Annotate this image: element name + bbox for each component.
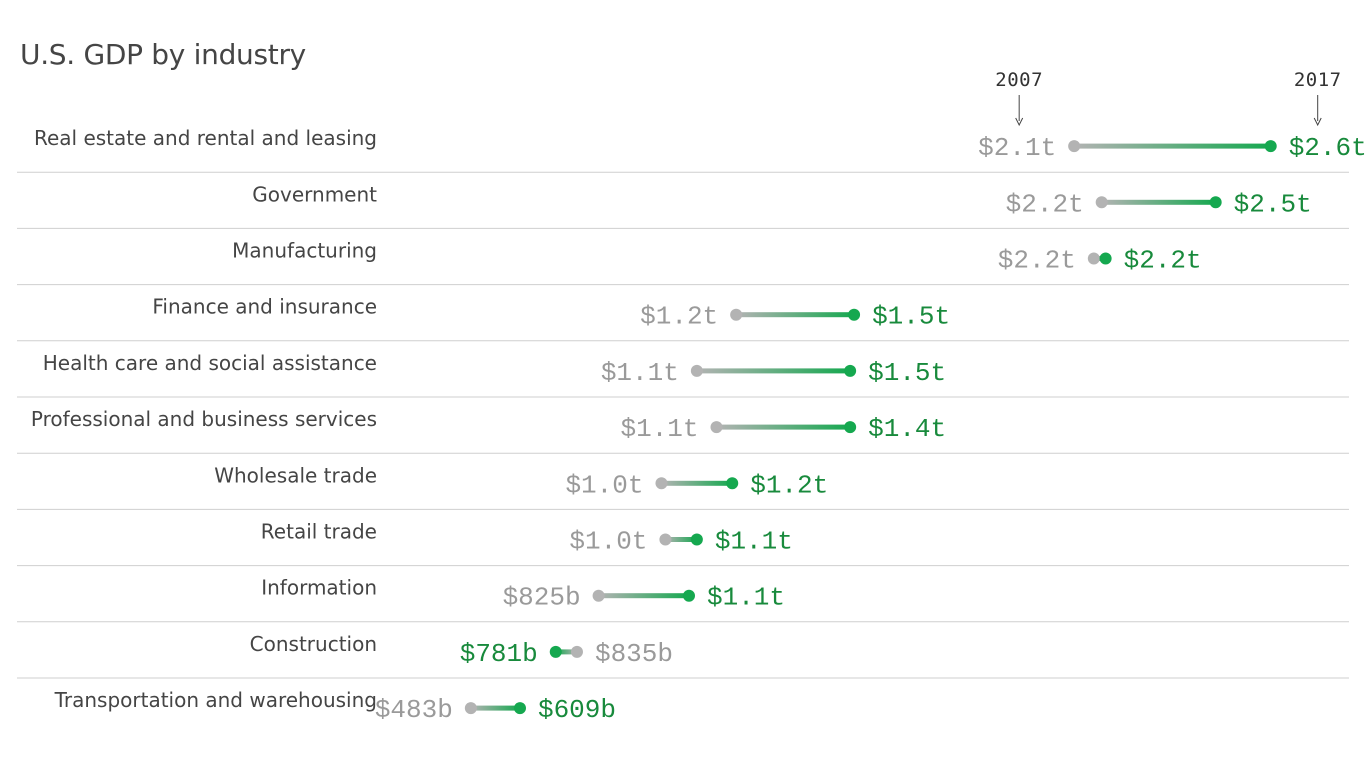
row-label-wholesale-trade: Wholesale trade [214,463,377,487]
value-2017-professional-and-business-services: $1.4t [868,414,946,444]
range-bar-retail-trade [665,537,697,542]
dot-2007-wholesale-trade [655,477,668,490]
value-2007-finance-and-insurance: $1.2t [640,302,718,332]
range-bar-government [1101,199,1216,205]
year-2007-arrow-head [1015,117,1024,127]
dot-2007-retail-trade [659,533,672,546]
dot-2007-information [592,589,605,602]
dot-2007-government [1095,196,1108,209]
range-bar-information [598,593,689,599]
value-2017-retail-trade: $1.1t [715,527,793,557]
year-2007-label: 2007 [995,69,1043,91]
value-2007-construction: $835b [595,639,673,669]
value-2007-wholesale-trade: $1.0t [565,470,643,500]
value-2017-finance-and-insurance: $1.5t [872,302,950,332]
dot-2007-manufacturing [1087,252,1100,265]
range-bar-health-care-and-social-assistance [696,368,851,374]
row-label-real-estate-and-rental-and-leasing: Real estate and rental and leasing [34,126,377,150]
value-2007-real-estate-and-rental-and-leasing: $2.1t [978,133,1056,163]
dot-2017-finance-and-insurance [848,308,861,321]
dot-2007-transportation-and-warehousing [464,702,477,715]
dot-2017-health-care-and-social-assistance [844,364,857,377]
row-label-information: Information [261,576,377,600]
dot-2007-health-care-and-social-assistance [690,364,703,377]
row-label-professional-and-business-services: Professional and business services [31,407,377,431]
value-2007-health-care-and-social-assistance: $1.1t [601,358,679,388]
row-label-construction: Construction [250,632,377,656]
dot-2017-retail-trade [690,533,703,546]
value-2017-construction: $781b [460,639,538,669]
row-label-transportation-and-warehousing: Transportation and warehousing [54,688,377,712]
range-bar-finance-and-insurance [736,312,855,318]
value-2017-wholesale-trade: $1.2t [750,470,828,500]
value-2017-health-care-and-social-assistance: $1.5t [868,358,946,388]
row-label-health-care-and-social-assistance: Health care and social assistance [43,351,377,375]
dot-2017-construction [549,645,562,658]
dot-2017-professional-and-business-services [844,421,857,434]
range-bar-construction [555,649,577,655]
value-2017-government: $2.5t [1234,189,1312,219]
value-2017-information: $1.1t [707,583,785,613]
range-bar-real-estate-and-rental-and-leasing [1074,143,1271,149]
dot-2007-real-estate-and-rental-and-leasing [1068,140,1081,153]
row-label-retail-trade: Retail trade [261,520,377,544]
dot-2017-manufacturing [1099,252,1112,265]
row-label-finance-and-insurance: Finance and insurance [152,295,377,319]
value-2017-manufacturing: $2.2t [1124,246,1202,276]
range-bar-professional-and-business-services [716,424,851,430]
dot-2017-transportation-and-warehousing [513,702,526,715]
chart-title: U.S. GDP by industry [20,38,306,71]
dot-2017-information [682,589,695,602]
dot-2007-professional-and-business-services [710,421,723,434]
year-2017-arrow-head [1313,117,1322,127]
dot-2017-real-estate-and-rental-and-leasing [1264,140,1277,153]
value-2007-transportation-and-warehousing: $483b [375,695,453,725]
range-bar-transportation-and-warehousing [470,705,520,711]
dot-2007-construction [570,645,583,658]
value-2007-information: $825b [503,583,581,613]
range-bar-wholesale-trade [661,480,733,486]
value-2007-government: $2.2t [1006,189,1084,219]
year-2017-label: 2017 [1294,69,1342,91]
value-2007-manufacturing: $2.2t [998,246,1076,276]
dot-2017-wholesale-trade [726,477,739,490]
dot-2017-government [1209,196,1222,209]
value-2017-transportation-and-warehousing: $609b [538,695,616,725]
row-label-manufacturing: Manufacturing [232,239,377,263]
value-2007-professional-and-business-services: $1.1t [620,414,698,444]
value-2017-real-estate-and-rental-and-leasing: $2.6t [1289,133,1366,163]
value-2007-retail-trade: $1.0t [569,527,647,557]
dot-2007-finance-and-insurance [730,308,743,321]
row-label-government: Government [252,182,377,206]
